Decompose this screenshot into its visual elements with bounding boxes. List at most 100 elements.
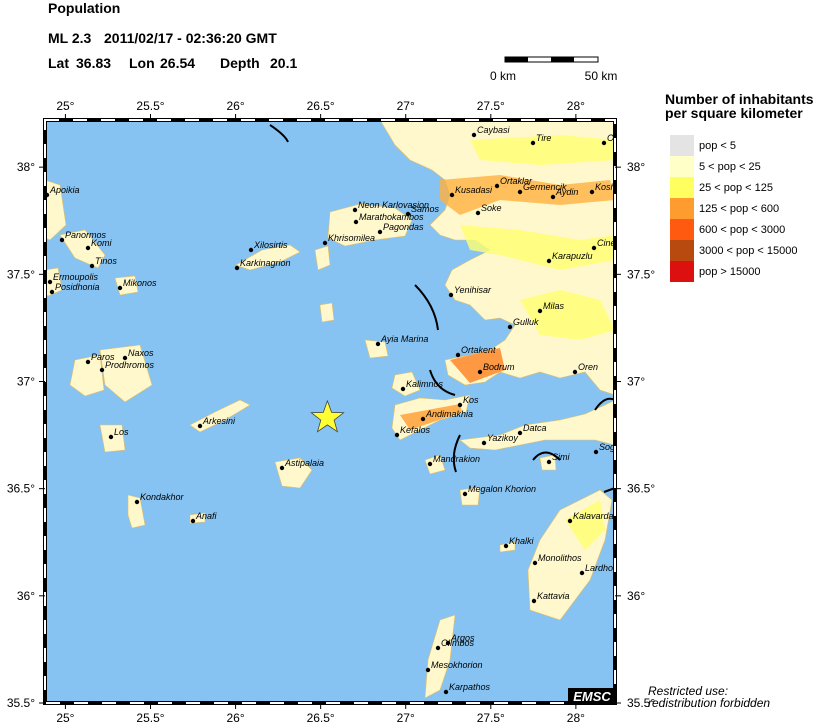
place-label: Karapuzlu — [552, 251, 593, 261]
ticks: 25° 25° 25.5° 25.5° 26° 26° 26.5° 26.5° 27° 27° 27… — [7, 99, 656, 724]
place-dot — [400, 386, 406, 392]
legend-swatch — [670, 135, 694, 156]
place-label: Argos — [450, 633, 475, 643]
place-dot — [85, 359, 91, 365]
x-tick-label: 26° — [226, 99, 244, 113]
x-tick-label: 27.5° — [477, 711, 505, 724]
y-tick-label: 38° — [627, 160, 645, 174]
y-tick-label: 37.5° — [7, 267, 35, 281]
x-tick-label: 28° — [567, 99, 585, 113]
y-tick-label: 36° — [627, 589, 645, 603]
place-label: Tinos — [95, 256, 117, 266]
place-dot — [449, 192, 455, 198]
legend-label: 600 < pop < 3000 — [699, 224, 785, 236]
place-dot — [117, 285, 123, 291]
scale-bar: 0 km 50 km — [490, 56, 617, 83]
place-dot — [589, 189, 595, 195]
place-label: Karpathos — [449, 682, 491, 692]
place-label: Yazikoy — [487, 433, 518, 443]
place-label: Khalki — [509, 536, 535, 546]
place-label: Oren — [578, 362, 598, 372]
depth-value: 20.1 — [270, 55, 297, 71]
place-dot — [108, 434, 114, 440]
place-dot — [546, 459, 552, 465]
place-label: Bodrum — [483, 362, 515, 372]
datetime: 2011/02/17 - 02:36:20 GMT — [104, 30, 277, 46]
place-dot — [572, 369, 578, 375]
place-label: Olimbos — [441, 638, 475, 648]
place-dot — [134, 499, 140, 505]
place-dot — [457, 402, 463, 408]
place-label: Kusadasi — [455, 185, 493, 195]
legend-label: 3000 < pop < 15000 — [699, 245, 797, 257]
x-tick-label: 25.5° — [136, 711, 164, 724]
place-label: Pagondas — [383, 222, 424, 232]
place-label: Arkesini — [202, 416, 236, 426]
place-dot — [89, 263, 95, 269]
place-label: Samos — [411, 204, 440, 214]
legend-label: 25 < pop < 125 — [699, 182, 773, 194]
place-label: Apoikia — [49, 185, 80, 195]
title: Population — [48, 0, 120, 16]
place-label: Marathokambos — [359, 212, 424, 222]
y-tick-label: 35.5° — [7, 696, 35, 710]
y-tick-label: 38° — [17, 160, 35, 174]
place-dot — [59, 237, 65, 243]
density-patches — [400, 135, 615, 550]
place-dot — [537, 308, 543, 314]
legend-swatch — [670, 198, 694, 219]
place-label: Komi — [91, 238, 113, 248]
place-dot — [601, 140, 607, 146]
legend-swatch — [670, 177, 694, 198]
place-label: Ayia Marina — [380, 334, 428, 344]
place-label: Yenihisar — [454, 285, 492, 295]
place-label: Cine — [597, 238, 616, 248]
x-tick-label: 26.5° — [307, 711, 335, 724]
place-label: Ovake — [607, 133, 633, 143]
place-dot — [47, 279, 53, 285]
place-label: Kosh — [595, 182, 616, 192]
place-dot — [197, 423, 203, 429]
place-label: Kos — [463, 395, 479, 405]
place-dot — [49, 289, 55, 295]
scale-start: 0 km — [490, 69, 516, 83]
place-dot — [579, 570, 585, 576]
place-label: Soke — [481, 203, 502, 213]
place-dot — [591, 245, 597, 251]
place-label: Germencik — [523, 182, 567, 192]
place-dot — [567, 518, 573, 524]
legend-swatch — [670, 219, 694, 240]
place-dot — [445, 640, 451, 646]
place-label: Aydin — [555, 187, 578, 197]
place-label: Kalimnos — [406, 379, 444, 389]
place-dot — [471, 132, 477, 138]
place-label: Gulluk — [513, 317, 539, 327]
place-dot — [425, 667, 431, 673]
place-dot — [394, 432, 400, 438]
place-dot — [122, 355, 128, 361]
place-label: Ortakent — [461, 345, 496, 355]
place-label: Karkinagrion — [240, 258, 291, 268]
place-label: Caybasi — [477, 125, 511, 135]
place-label: Kefalos — [400, 425, 431, 435]
lon-label: Lon — [129, 55, 155, 71]
place-label: Kattavia — [537, 591, 570, 601]
place-dot — [279, 465, 285, 471]
place-dot — [530, 140, 536, 146]
x-tick-label: 27.5° — [477, 99, 505, 113]
legend-title: per square kilometer — [665, 105, 803, 121]
place-label: Sog — [599, 442, 615, 452]
lat-label: Lat — [48, 55, 69, 71]
legend-label: pop > 15000 — [699, 266, 760, 278]
place-dot — [517, 189, 523, 195]
place-dot — [462, 491, 468, 497]
place-dot — [481, 440, 487, 446]
place-label: Astipalaia — [284, 458, 324, 468]
x-tick-label: 27° — [397, 99, 415, 113]
place-dot — [517, 430, 523, 436]
place-label: Monolithos — [538, 553, 582, 563]
place-label: Milas — [543, 301, 565, 311]
legend-swatch — [670, 261, 694, 282]
place-dot — [248, 247, 254, 253]
